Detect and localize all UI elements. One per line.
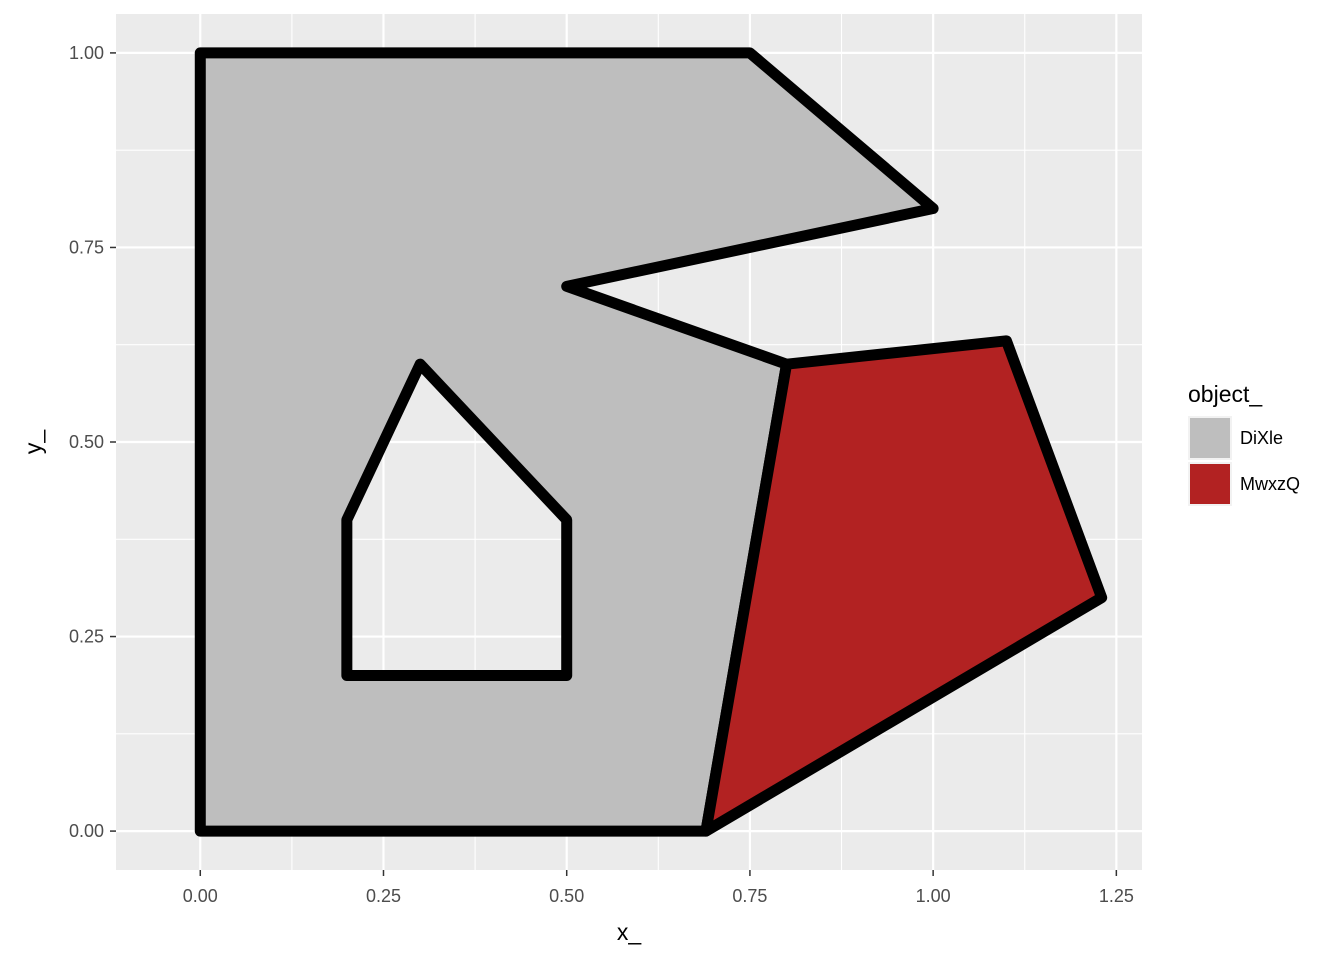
x-tick-label: 0.25 — [366, 886, 401, 906]
legend: object_ DiXle MwxzQ — [1188, 381, 1300, 506]
polygon-mwxzq — [700, 335, 1108, 837]
x-tick-label: 0.50 — [549, 886, 584, 906]
x-tick-label: 1.25 — [1099, 886, 1134, 906]
legend-title: object_ — [1188, 381, 1263, 407]
y-tick-label: 0.00 — [69, 821, 104, 841]
x-tick-label: 0.00 — [183, 886, 218, 906]
x-axis-ticks: 0.00 0.25 0.50 0.75 1.00 1.25 — [183, 870, 1134, 906]
legend-swatch-mwxzq — [1190, 464, 1230, 504]
x-tick-label: 0.75 — [732, 886, 767, 906]
y-axis-title: y_ — [20, 429, 46, 455]
polygons — [194, 47, 1108, 837]
y-tick-label: 0.25 — [69, 627, 104, 647]
x-tick-label: 1.00 — [916, 886, 951, 906]
y-tick-label: 0.75 — [69, 237, 104, 257]
x-axis-title: x_ — [617, 919, 643, 945]
legend-label-dixle: DiXle — [1240, 428, 1283, 448]
y-axis-ticks: 0.00 0.25 0.50 0.75 1.00 — [69, 43, 116, 841]
y-tick-label: 1.00 — [69, 43, 104, 63]
legend-label-mwxzq: MwxzQ — [1240, 474, 1300, 494]
y-tick-label: 0.50 — [69, 432, 104, 452]
legend-swatch-dixle — [1190, 418, 1230, 458]
